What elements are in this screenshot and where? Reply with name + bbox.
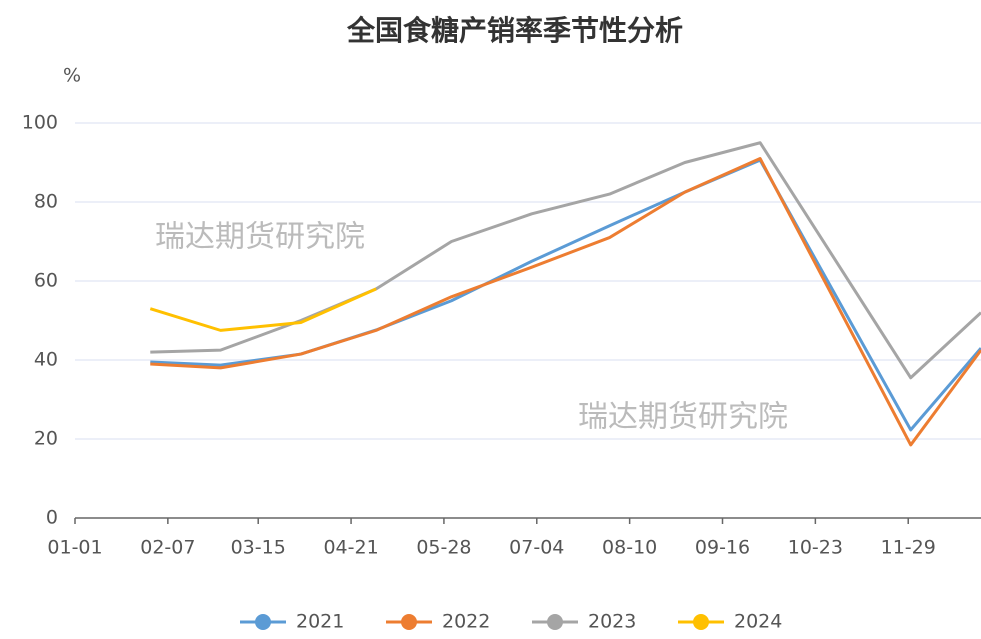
legend-marker (693, 614, 709, 630)
legend-label: 2021 (296, 611, 344, 633)
series-line (150, 141, 981, 380)
x-tick-label: 09-16 (695, 537, 750, 559)
series-line (149, 287, 377, 332)
legend-label: 2022 (442, 611, 490, 633)
x-tick-label: 02-07 (140, 537, 195, 559)
x-tick-label: 04-21 (323, 537, 378, 559)
y-tick-label: 20 (34, 428, 58, 450)
legend-marker (401, 614, 417, 630)
x-tick-label: 01-01 (47, 537, 102, 559)
legend-marker (255, 614, 271, 630)
x-tick-label: 03-15 (231, 537, 286, 559)
x-tick-label: 05-28 (416, 537, 471, 559)
y-tick-label: 40 (34, 349, 58, 371)
series-line (150, 157, 981, 447)
legend-label: 2023 (588, 611, 636, 633)
watermark: 瑞达期货研究院 (578, 400, 788, 435)
y-tick-label: 60 (34, 270, 58, 292)
y-tick-label: 80 (34, 191, 58, 213)
chart-title: 全国食糖产销率季节性分析 (346, 14, 683, 47)
x-tick-label: 10-23 (788, 537, 843, 559)
y-unit: % (63, 65, 81, 87)
x-tick-label: 07-04 (509, 537, 564, 559)
y-tick-label: 0 (46, 507, 58, 529)
watermark: 瑞达期货研究院 (155, 220, 365, 255)
plot-area (149, 141, 981, 447)
y-tick-label: 100 (22, 112, 58, 134)
x-tick-label: 11-29 (881, 537, 936, 559)
legend-marker (547, 614, 563, 630)
legend-label: 2024 (734, 611, 782, 633)
x-tick-label: 08-10 (602, 537, 657, 559)
